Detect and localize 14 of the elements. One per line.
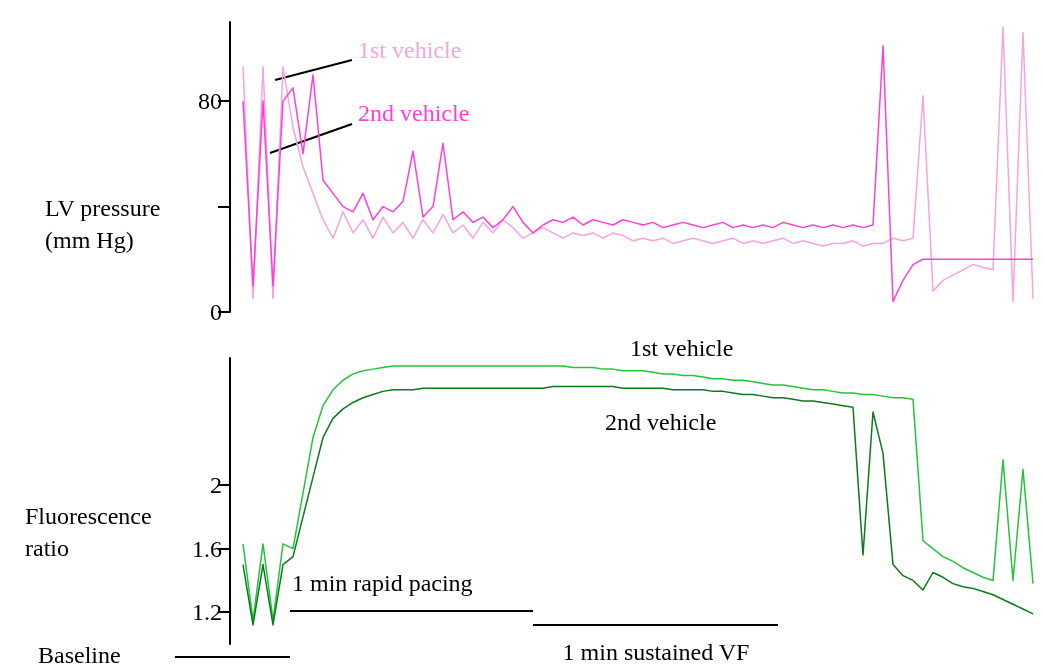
text: 1st vehicle (358, 37, 462, 63)
y-tick-label: 1.6 (192, 535, 222, 562)
y-tick-label: 1.2 (192, 599, 222, 626)
time-scale: Baseline (30, 640, 292, 668)
y-axis-title: LV pressure (mm Hg) (45, 195, 167, 253)
time-scale: 1 min rapid pacing (288, 566, 536, 614)
annotation: 1 min rapid pacing (292, 570, 473, 596)
annotation: 1 min sustained VF (562, 639, 750, 665)
series-label: 2nd vehicle (358, 100, 470, 126)
y-tick-label: 80 (198, 88, 222, 115)
y-axis-title: Fluorescence ratio (25, 503, 158, 561)
series-label: 1st vehicle (630, 335, 734, 361)
series-label: 2nd vehicle (605, 409, 717, 435)
time-scale: 1 min sustained VF (531, 620, 781, 666)
